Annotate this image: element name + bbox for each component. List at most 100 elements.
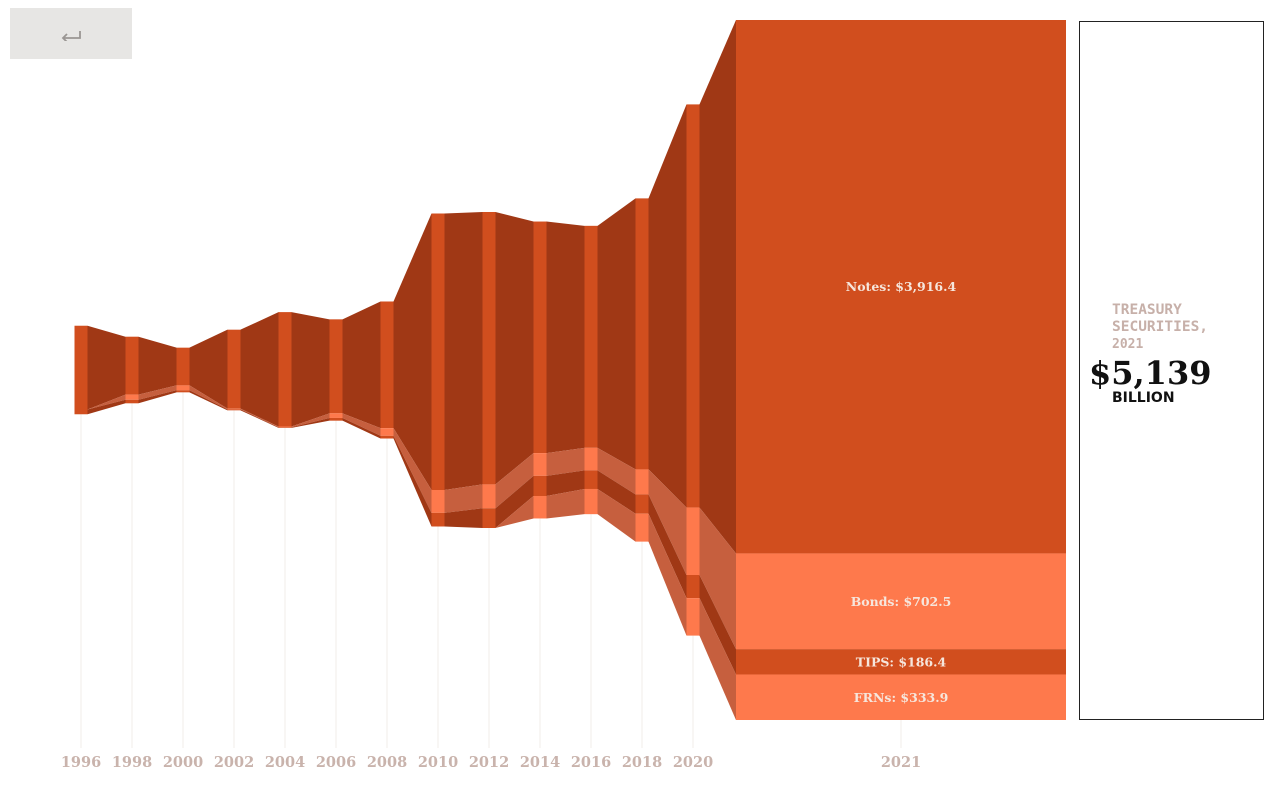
bar-tips-2018 (635, 494, 649, 514)
flow-notes-2004-2006 (291, 312, 330, 427)
segment-label-frns: FRNs: $333.9 (854, 690, 949, 705)
flow-bands (87, 20, 736, 720)
tick-label-2016: 2016 (571, 754, 611, 771)
flow-tips-2008-2010 (393, 435, 432, 527)
flow-tips-2012-2014 (495, 475, 534, 529)
tick-label-2000: 2000 (163, 754, 203, 771)
flow-tips-2014-2016 (546, 470, 585, 496)
tick-label-2006: 2006 (316, 754, 356, 771)
segment-label-bonds: Bonds: $702.5 (851, 594, 952, 609)
bar-bonds-2014 (533, 453, 547, 476)
bar-tips-1996 (74, 409, 88, 415)
tick-label-2004: 2004 (265, 754, 305, 771)
flow-notes-2000-2002 (189, 329, 228, 409)
back-arrow-icon (61, 30, 81, 41)
tick-label-2018: 2018 (622, 754, 662, 771)
bar-notes-2010 (431, 213, 445, 490)
flow-tips-2020-2021 (699, 574, 736, 675)
flow-notes-2002-2004 (240, 312, 279, 427)
bar-notes-2002 (227, 329, 241, 409)
bar-tips-2008 (380, 435, 394, 439)
flow-frns-2016-2018 (597, 488, 636, 542)
bar-notes-2000 (176, 347, 190, 386)
flow-notes-2010-2012 (444, 211, 483, 490)
gridlines (80, 392, 902, 748)
tick-label-2020: 2020 (673, 754, 713, 771)
bar-tips-2016 (584, 470, 598, 489)
flow-notes-2014-2016 (546, 221, 585, 454)
block-frns-2021 (736, 674, 1066, 720)
flow-frns-2014-2016 (546, 488, 585, 519)
flow-notes-1996-1998 (87, 325, 126, 410)
tick-label-1998: 1998 (112, 754, 152, 771)
tick-label-2012: 2012 (469, 754, 509, 771)
bar-bonds-2012 (482, 484, 496, 509)
flow-bonds-2008-2010 (393, 428, 432, 513)
bar-bonds-2016 (584, 447, 598, 471)
flow-bonds-2020-2021 (699, 507, 736, 650)
bar-notes-2014 (533, 221, 547, 454)
flow-bonds-2018-2020 (648, 469, 687, 575)
bar-notes-2008 (380, 301, 394, 429)
flow-tips-2018-2020 (648, 494, 687, 599)
flow-notes-2018-2020 (648, 104, 687, 508)
flow-bonds-2010-2012 (444, 484, 483, 513)
flow-notes-2012-2014 (495, 211, 534, 485)
tick-label-2021: 2021 (881, 754, 921, 771)
flow-bonds-2002-2004 (240, 408, 279, 428)
summary-year: 2021 (1112, 337, 1144, 352)
bar-notes-2012 (482, 211, 496, 485)
final-year-block (736, 20, 1066, 720)
flow-frns-2012-2014 (495, 495, 534, 529)
segment-labels: Notes: $3,916.4 Bonds: $702.5 TIPS: $186.4… (846, 279, 957, 705)
back-button[interactable] (10, 8, 132, 59)
bar-notes-2020 (686, 104, 700, 508)
segment-label-tips: TIPS: $186.4 (856, 654, 947, 669)
bar-frns-2016 (584, 488, 598, 515)
bar-tips-1998 (125, 399, 139, 404)
bar-tips-2006 (329, 417, 343, 421)
bar-bonds-2008 (380, 428, 394, 436)
bar-bonds-1998 (125, 394, 139, 400)
bar-bonds-2004 (278, 426, 292, 428)
tick-label-1996: 1996 (61, 754, 101, 771)
bar-bonds-2020 (686, 507, 700, 575)
flow-bonds-2014-2016 (546, 447, 585, 476)
summary-box (1079, 21, 1264, 720)
flow-frns-2018-2020 (648, 513, 687, 636)
flow-tips-1998-2000 (138, 390, 177, 404)
flow-bonds-2004-2006 (291, 413, 330, 428)
bar-bonds-2010 (431, 489, 445, 513)
bar-notes-2004 (278, 312, 292, 427)
year-bars (74, 104, 700, 636)
tick-label-2002: 2002 (214, 754, 254, 771)
tick-label-2008: 2008 (367, 754, 407, 771)
x-axis-ticks: 1996 1998 2000 2002 2004 2006 2008 2010 2012 2014… (61, 754, 921, 771)
bar-bonds-2000 (176, 385, 190, 391)
flow-notes-2016-2018 (597, 198, 636, 470)
flow-bonds-2000-2002 (189, 385, 228, 410)
flow-tips-2000-2002 (189, 390, 228, 411)
block-notes-2021 (736, 20, 1066, 554)
bar-tips-2014 (533, 475, 547, 496)
block-tips-2021 (736, 649, 1066, 675)
flow-notes-1998-2000 (138, 336, 177, 395)
segment-label-notes: Notes: $3,916.4 (846, 279, 957, 294)
flow-notes-2020-2021 (699, 20, 736, 554)
bar-bonds-2002 (227, 408, 241, 410)
flow-bonds-2006-2008 (342, 413, 381, 436)
tick-label-2010: 2010 (418, 754, 458, 771)
flow-tips-2004-2006 (291, 417, 330, 428)
bar-tips-2012 (482, 508, 496, 529)
flow-bonds-1998-2000 (138, 385, 177, 400)
bar-notes-1996 (74, 325, 88, 410)
flow-frns-2020-2021 (699, 598, 736, 720)
bar-tips-2010 (431, 512, 445, 527)
summary-total-value: $5,139 (1089, 353, 1214, 393)
flow-notes-2008-2010 (393, 213, 432, 490)
summary-unit: BILLION (1112, 390, 1175, 406)
flow-tips-2016-2018 (597, 470, 636, 514)
bar-tips-2004 (278, 427, 292, 428)
flow-tips-2006-2008 (342, 417, 381, 439)
